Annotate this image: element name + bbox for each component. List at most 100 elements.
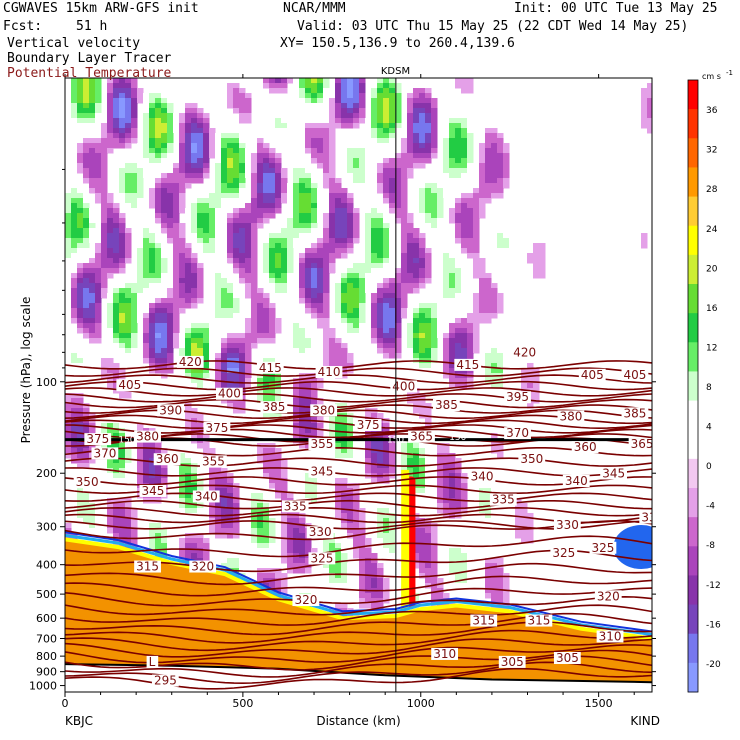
velocity-cell [251,228,258,234]
velocity-cell [173,203,180,209]
velocity-cell [239,163,246,169]
velocity-cell [179,458,186,464]
velocity-cell [353,453,360,459]
velocity-cell [473,518,480,524]
velocity-cell [377,413,384,419]
velocity-cell [491,358,498,364]
velocity-cell [107,363,114,369]
velocity-cell [419,488,426,494]
velocity-cell [299,203,306,209]
velocity-cell [449,373,456,379]
velocity-cell [341,213,348,219]
velocity-cell [317,423,324,429]
velocity-cell [521,313,528,319]
velocity-cell [413,188,420,194]
velocity-cell [467,133,474,139]
velocity-cell [371,443,378,449]
velocity-cell [83,513,90,519]
velocity-cell [449,538,456,544]
velocity-cell [305,483,312,489]
velocity-cell [299,428,306,434]
velocity-cell [113,328,120,334]
velocity-cell [131,538,138,544]
velocity-cell [383,353,390,359]
velocity-cell [521,513,528,519]
velocity-cell [137,193,144,199]
velocity-cell [119,353,126,359]
velocity-cell [203,78,210,84]
velocity-cell [497,178,504,184]
velocity-cell [365,143,372,149]
velocity-cell [413,138,420,144]
velocity-cell [233,403,240,409]
velocity-cell [239,378,246,384]
velocity-cell [347,238,354,244]
velocity-cell [455,533,462,539]
velocity-cell [413,148,420,154]
velocity-cell [173,188,180,194]
velocity-cell [491,363,498,369]
velocity-cell [461,218,468,224]
velocity-cell [491,188,498,194]
velocity-cell [233,213,240,219]
velocity-cell [407,278,414,284]
velocity-cell [215,168,222,174]
velocity-cell [455,338,462,344]
velocity-cell [113,118,120,124]
velocity-cell [341,283,348,289]
velocity-cell [293,548,300,554]
velocity-cell [455,83,462,89]
velocity-cell [209,303,216,309]
velocity-cell [371,498,378,504]
velocity-cell [359,298,366,304]
velocity-cell [221,373,228,379]
velocity-cell [503,348,510,354]
velocity-cell [455,463,462,469]
velocity-cell [365,363,372,369]
velocity-cell [191,268,198,274]
velocity-cell [317,78,324,84]
velocity-cell [413,398,420,404]
velocity-cell [335,213,342,219]
velocity-cell [359,148,366,154]
velocity-cell [347,218,354,224]
velocity-cell [263,158,270,164]
velocity-cell [449,138,456,144]
velocity-cell [413,273,420,279]
velocity-cell [239,173,246,179]
velocity-cell [77,218,84,224]
velocity-cell [239,218,246,224]
velocity-cell [383,198,390,204]
velocity-cell [311,378,318,384]
velocity-cell [119,103,126,109]
velocity-cell [323,123,330,129]
velocity-cell [65,253,72,259]
velocity-cell [509,233,516,239]
velocity-cell [425,93,432,99]
velocity-cell [179,288,186,294]
velocity-cell [377,98,384,104]
velocity-cell [263,233,270,239]
velocity-cell [191,368,198,374]
velocity-cell [359,108,366,114]
velocity-cell [287,533,294,539]
velocity-cell [431,343,438,349]
velocity-cell [65,238,72,244]
velocity-cell [467,548,474,554]
velocity-cell [413,193,420,199]
velocity-cell [299,318,306,324]
velocity-cell [263,198,270,204]
velocity-cell [389,98,396,104]
velocity-cell [317,378,324,384]
velocity-cell [353,98,360,104]
velocity-cell [65,333,72,339]
velocity-cell [233,523,240,529]
velocity-cell [641,323,648,329]
velocity-cell [233,373,240,379]
velocity-cell [395,88,402,94]
velocity-cell [317,313,324,319]
velocity-cell [83,368,90,374]
velocity-cell [263,238,270,244]
velocity-cell [275,133,282,139]
velocity-cell [335,283,342,289]
